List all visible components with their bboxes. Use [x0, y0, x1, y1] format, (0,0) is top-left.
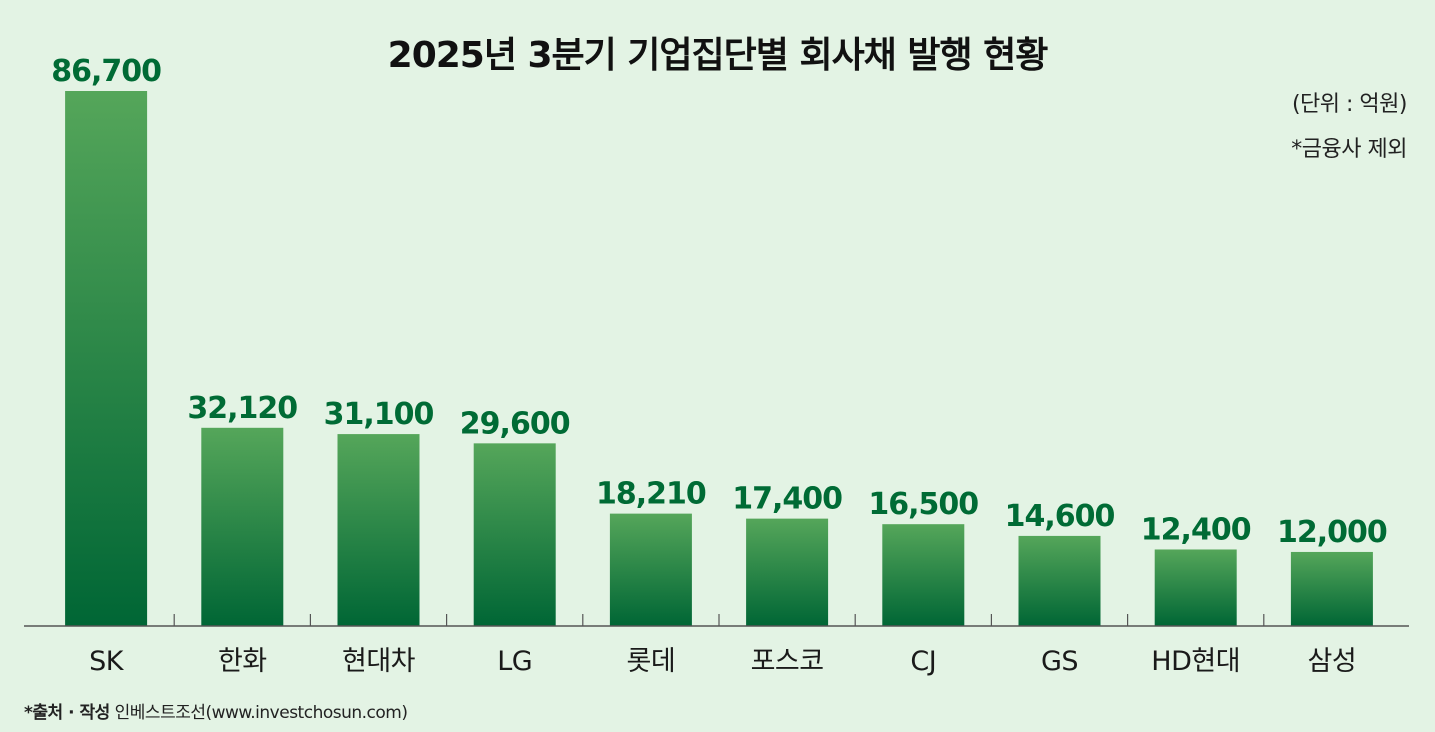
bar-0: [65, 91, 148, 626]
value-label-7: 14,600: [1005, 499, 1115, 534]
category-label-6: CJ: [910, 646, 936, 677]
bar-2: [337, 434, 420, 626]
value-label-8: 12,400: [1141, 512, 1251, 547]
bar-7: [1018, 535, 1101, 626]
category-label-4: 롯데: [627, 646, 676, 677]
category-label-5: 포스코: [751, 646, 824, 677]
category-label-2: 현대차: [342, 646, 416, 677]
bar-3: [473, 443, 556, 626]
category-label-7: GS: [1041, 646, 1078, 677]
chart-title: 2025년 3분기 기업집단별 회사채 발행 현황: [387, 35, 1049, 76]
source-text: 인베스트조선(www.investchosun.com): [114, 703, 408, 723]
value-label-4: 18,210: [596, 477, 706, 512]
category-label-0: SK: [89, 646, 125, 677]
value-label-0: 86,700: [51, 54, 161, 89]
source-label: *출처 · 작성: [24, 703, 110, 723]
bar-4: [609, 513, 692, 626]
value-label-6: 16,500: [868, 487, 978, 522]
bar-1: [201, 427, 284, 626]
category-label-9: 삼성: [1308, 646, 1357, 677]
category-label-1: 한화: [218, 646, 267, 677]
bar-5: [746, 518, 829, 626]
unit-note: (단위 : 억원): [1291, 92, 1408, 117]
exclusion-note: *금융사 제외: [1291, 137, 1407, 162]
value-label-9: 12,000: [1277, 515, 1387, 550]
category-label-3: LG: [497, 646, 532, 677]
value-label-5: 17,400: [732, 482, 842, 517]
value-label-1: 32,120: [187, 391, 297, 426]
source-note: *출처 · 작성 인베스트조선(www.investchosun.com): [24, 698, 408, 723]
category-label-8: HD현대: [1151, 646, 1240, 677]
bar-8: [1154, 549, 1237, 626]
value-label-2: 31,100: [324, 397, 434, 432]
bar-9: [1290, 551, 1373, 626]
value-label-3: 29,600: [460, 406, 570, 441]
bar-6: [882, 524, 965, 626]
